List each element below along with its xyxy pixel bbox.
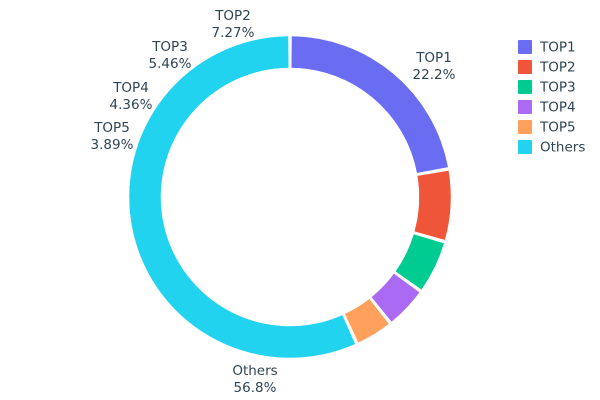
legend-swatch-icon <box>518 140 532 154</box>
legend-item-label: Others <box>540 140 585 156</box>
legend-swatch-icon <box>518 80 532 94</box>
legend-item-others[interactable]: Others <box>518 140 585 156</box>
slice-label-value: 22.2% <box>413 67 456 83</box>
slice-label-name: TOP2 <box>214 8 251 24</box>
donut-slice-top5[interactable] <box>344 298 390 344</box>
slice-label-value: 7.27% <box>212 25 255 41</box>
legend-item-top3[interactable]: TOP3 <box>518 80 576 96</box>
slice-labels: TOP122.2%TOP27.27%TOP35.46%TOP44.36%TOP5… <box>91 8 456 396</box>
legend-item-label: TOP5 <box>539 120 576 136</box>
slice-label-name: TOP4 <box>112 80 149 96</box>
slice-label-value: 56.8% <box>234 380 277 396</box>
legend-swatch-icon <box>518 100 532 114</box>
legend-item-top4[interactable]: TOP4 <box>518 100 576 116</box>
legend-item-label: TOP2 <box>539 60 576 76</box>
slice-label-name: TOP1 <box>415 50 452 66</box>
donut-slice-top4[interactable] <box>370 273 421 323</box>
slice-label-value: 5.46% <box>149 56 192 72</box>
donut-slice-top2[interactable] <box>413 170 452 241</box>
slice-label-value: 3.89% <box>91 137 134 153</box>
slice-label-name: TOP3 <box>151 39 188 55</box>
donut-slices <box>128 35 452 359</box>
legend-item-label: TOP1 <box>539 40 576 56</box>
legend-item-label: TOP3 <box>539 80 576 96</box>
legend-swatch-icon <box>518 40 532 54</box>
legend-swatch-icon <box>518 60 532 74</box>
slice-label-name: TOP5 <box>93 120 130 136</box>
chart-legend[interactable]: TOP1 TOP2 TOP3 TOP4 TOP5 Others <box>518 40 585 156</box>
legend-swatch-icon <box>518 120 532 134</box>
donut-slice-others[interactable] <box>128 35 356 359</box>
legend-item-top1[interactable]: TOP1 <box>518 40 576 56</box>
slice-label-value: 4.36% <box>110 97 153 113</box>
donut-slice-top3[interactable] <box>395 233 445 291</box>
slice-label-name: Others <box>232 363 277 379</box>
legend-item-top2[interactable]: TOP2 <box>518 60 576 76</box>
legend-item-label: TOP4 <box>539 100 576 116</box>
legend-item-top5[interactable]: TOP5 <box>518 120 576 136</box>
